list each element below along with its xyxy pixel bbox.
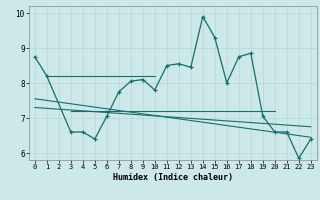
- X-axis label: Humidex (Indice chaleur): Humidex (Indice chaleur): [113, 173, 233, 182]
